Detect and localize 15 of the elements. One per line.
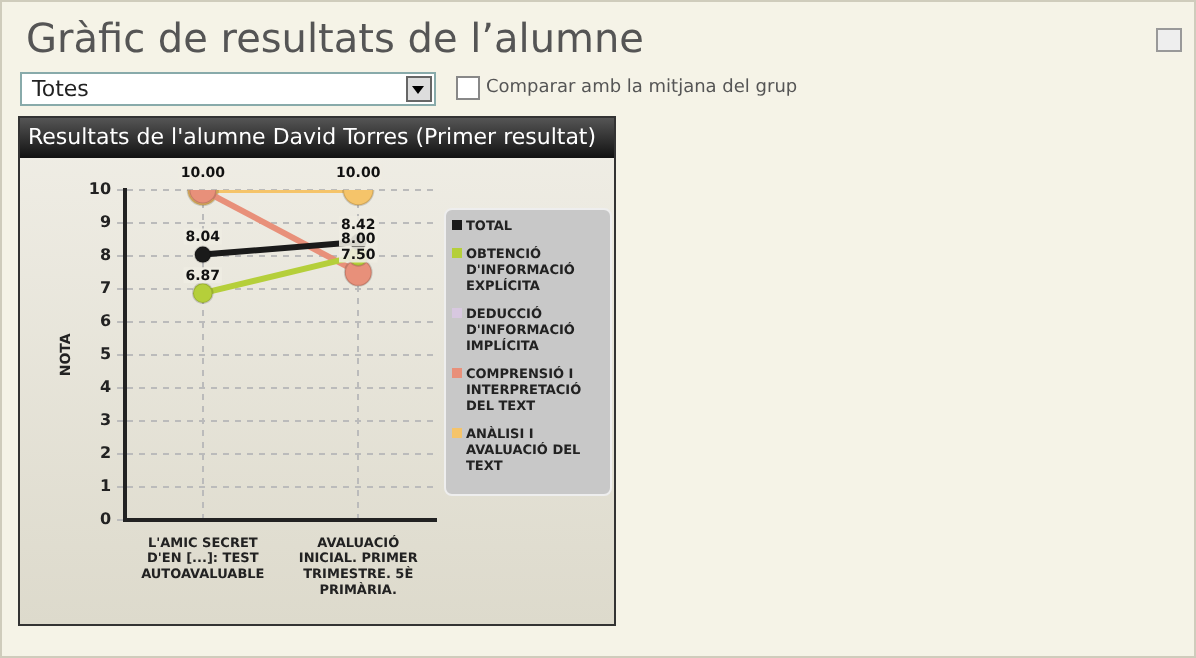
y-tick-label: 3 <box>99 410 112 429</box>
text: Comparar amb la mitjana del grup <box>484 76 798 100</box>
text: Totes <box>20 72 436 106</box>
y-tick-label: 5 <box>99 344 112 363</box>
y-tick-label: 6 <box>99 312 112 330</box>
y-tick-label: 0 <box>99 509 112 528</box>
y-tick-label: 8 <box>99 246 112 265</box>
chart-subtitle: Resultats de l'alumne David Torres (Primer resultat) <box>20 118 614 158</box>
y-tick-label: 4 <box>99 377 112 396</box>
y-tick-label: 9 <box>99 213 112 232</box>
y-tick-label: 10 <box>88 180 112 199</box>
chart-title: Gràfic de resultats de l’alumne <box>26 14 644 62</box>
y-tick-label: 7 <box>99 279 112 298</box>
y-tick-label: 2 <box>99 443 112 462</box>
y-tick-label: 1 <box>99 476 112 495</box>
